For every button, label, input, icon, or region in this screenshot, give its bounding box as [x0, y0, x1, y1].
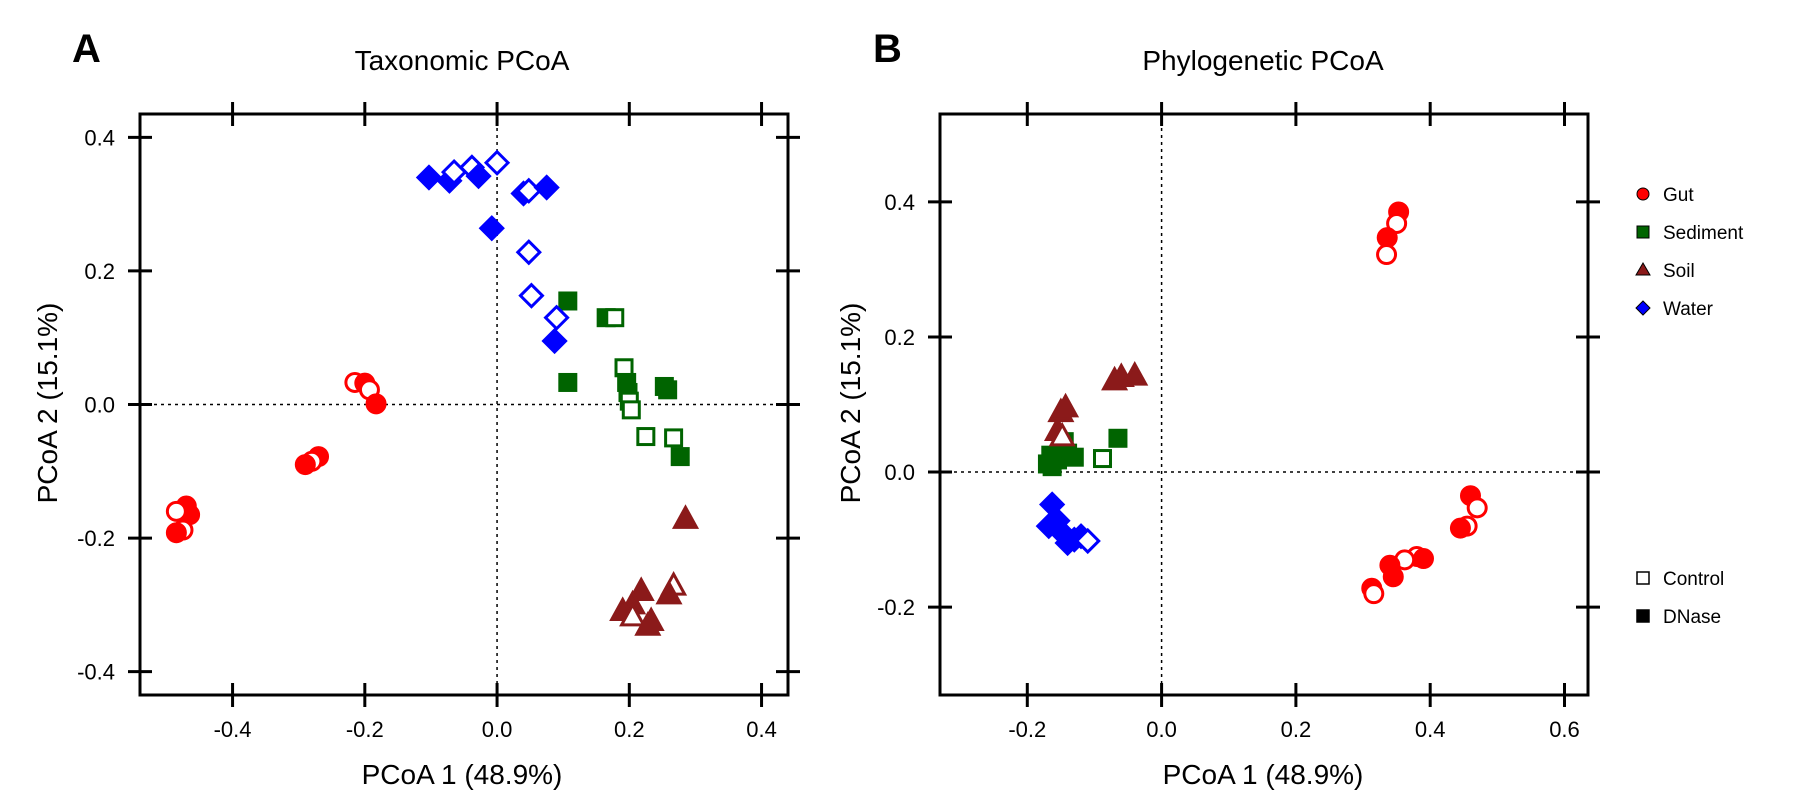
panel-b-y-tick-label: 0.4 [884, 190, 915, 215]
panel-b-x-tick-label: 0.6 [1549, 717, 1580, 742]
panel-a-x-tick-label: 0.0 [482, 717, 513, 742]
panel-a-x-tick-label: 0.4 [746, 717, 777, 742]
panel-a-water-dnase-point [465, 162, 492, 190]
panel-a-gut-dnase-point [365, 393, 387, 415]
legend-control-marker [1636, 571, 1650, 585]
panel-b: B Phylogenetic PCoA PCoA 1 (48.9%) PCoA … [835, 27, 1600, 790]
panel-b-gut-control-point [1376, 244, 1398, 266]
panel-a-water-dnase-point [533, 174, 560, 201]
panel-a-water-control-point [515, 239, 542, 266]
panel-a-water-control-point [518, 282, 545, 309]
panel-a-sediment-control-point [605, 308, 625, 328]
panel-a-y-tick-label: 0.2 [84, 259, 115, 284]
panel-a-sediment-control-point [636, 427, 656, 447]
panel-a-water-dnase-point [478, 215, 505, 242]
legend-sediment-label: Sediment [1663, 223, 1744, 244]
panel-a-plot-frame [138, 112, 790, 697]
panel-b-gut-dnase-point [1382, 566, 1404, 588]
panel-b-y-axis-label: PCoA 2 (15.1%) [835, 303, 866, 504]
panel-a-y-tick-label: 0.4 [84, 125, 115, 150]
legend-gut-marker [1636, 187, 1650, 201]
panel-a-gut-control-point [165, 500, 187, 522]
panel-a-gut-dnase-point [165, 522, 187, 544]
legend-control-label: Control [1663, 569, 1724, 590]
panel-a-gut-dnase-point [294, 454, 316, 476]
legend-gut-label: Gut [1663, 185, 1694, 206]
panel-a-sediment-control-point [621, 400, 641, 420]
panel-b-x-tick-label: 0.0 [1146, 717, 1177, 742]
legend-soil-marker [1635, 262, 1651, 276]
panel-a: A Taxonomic PCoA PCoA 1 (48.9%) PCoA 2 (… [32, 27, 800, 790]
panel-b-gut-dnase-point [1412, 548, 1434, 570]
panel-a-sediment-dnase-point [658, 380, 678, 400]
panel-a-x-tick-label: -0.4 [214, 717, 252, 742]
panel-a-soil-dnase-point [671, 504, 700, 529]
legend: Gut Sediment Soil Water Control DNase [1635, 185, 1744, 628]
panel-b-soil-dnase-point [1121, 361, 1149, 386]
legend-water-label: Water [1663, 299, 1714, 320]
panel-b-gut-control-point [1386, 212, 1408, 234]
panel-a-water-dnase-point [541, 327, 568, 355]
panel-a-sediment-control-point [664, 428, 684, 448]
panel-a-soil-control-point [619, 601, 647, 627]
legend-dnase-marker [1636, 609, 1650, 623]
panel-a-x-tick-label: 0.2 [614, 717, 645, 742]
panel-a-y-tick-label: -0.2 [77, 526, 115, 551]
panel-a-y-axis-label: PCoA 2 (15.1%) [32, 303, 63, 504]
panel-a-sediment-dnase-point [670, 447, 690, 467]
panel-a-title: Taxonomic PCoA [355, 45, 570, 76]
panel-b-title: Phylogenetic PCoA [1142, 45, 1384, 76]
legend-dnase-label: DNase [1663, 607, 1721, 628]
panel-a-x-tick-label: -0.2 [346, 717, 384, 742]
panel-b-soil-control-point [1048, 421, 1076, 447]
panel-b-soil-dnase-point [1052, 392, 1080, 418]
legend-water-marker [1635, 300, 1651, 316]
panel-b-plot-frame [938, 112, 1590, 697]
panel-b-gut-control-point [1466, 497, 1488, 519]
panel-b-sediment-dnase-point [1064, 447, 1084, 467]
panel-a-soil-dnase-point [637, 606, 665, 632]
panel-a-soil-dnase-point [655, 579, 683, 605]
panel-b-x-axis-label: PCoA 1 (48.9%) [1163, 759, 1364, 790]
panel-b-gut-dnase-point [1449, 517, 1471, 539]
panel-b-gut-dnase-point [1376, 227, 1398, 249]
panel-a-water-control-point [483, 149, 511, 176]
legend-soil-label: Soil [1663, 261, 1695, 282]
panel-a-y-tick-label: -0.4 [77, 660, 115, 685]
panel-b-y-tick-label: 0.2 [884, 325, 915, 350]
panel-b-gut-control-point [1363, 583, 1385, 605]
panel-a-y-tick-label: 0.0 [84, 393, 115, 418]
panel-a-sediment-dnase-point [558, 291, 578, 311]
panel-b-x-tick-label: 0.2 [1281, 717, 1312, 742]
panel-b-x-tick-label: 0.4 [1415, 717, 1446, 742]
panel-a-letter: A [72, 27, 101, 71]
panel-a-x-axis-label: PCoA 1 (48.9%) [362, 759, 563, 790]
panel-b-x-tick-label: -0.2 [1008, 717, 1046, 742]
panel-a-water-control-point [543, 304, 570, 331]
panel-b-y-tick-label: 0.0 [884, 460, 915, 485]
panel-a-sediment-dnase-point [558, 372, 578, 392]
panel-b-y-tick-label: -0.2 [877, 595, 915, 620]
panel-b-sediment-control-point [1093, 449, 1113, 469]
panel-b-sediment-dnase-point [1042, 457, 1062, 477]
panel-b-water-control-point [1074, 527, 1101, 555]
panel-a-water-dnase-point [415, 164, 443, 191]
legend-sediment-marker [1636, 225, 1650, 239]
panel-a-soil-dnase-point [627, 576, 655, 601]
panel-b-letter: B [873, 27, 902, 71]
panel-b-sediment-dnase-point [1108, 428, 1128, 448]
